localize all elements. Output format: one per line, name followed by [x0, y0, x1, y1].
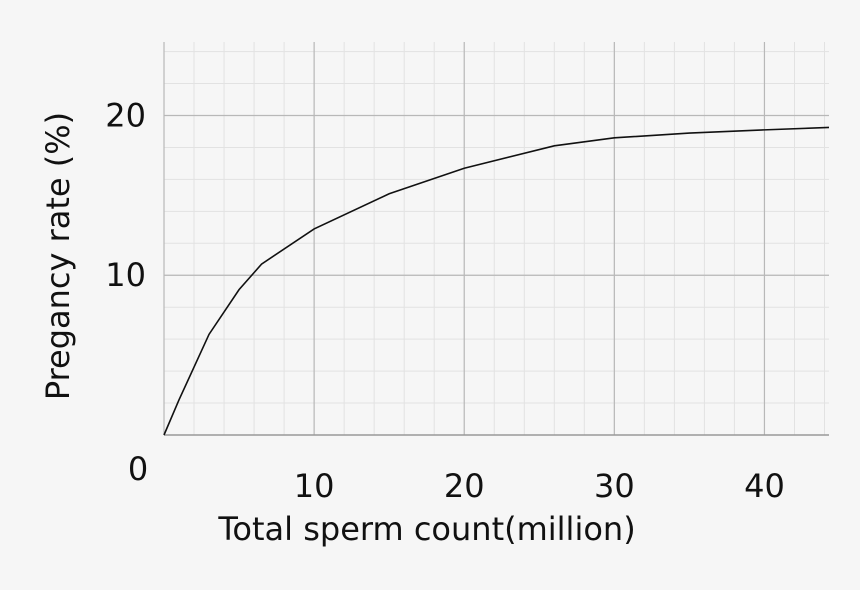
x-tick-label: 0 [128, 450, 148, 488]
x-axis-label: Total sperm count(million) [217, 510, 635, 548]
y-tick-label: 20 [105, 96, 146, 134]
x-tick-label: 20 [444, 467, 485, 505]
grid [163, 42, 829, 436]
x-tick-label: 10 [294, 467, 335, 505]
data-line [163, 126, 830, 436]
y-tick-label: 10 [105, 256, 146, 294]
x-tick-label: 40 [744, 467, 785, 505]
x-tick-label: 30 [594, 467, 635, 505]
y-axis-label: Pregancy rate (%) [39, 112, 77, 400]
